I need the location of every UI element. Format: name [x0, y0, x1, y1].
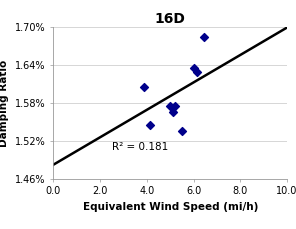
Point: [191, 67, 196, 70]
Point: [202, 35, 207, 39]
Text: R² = 0.181: R² = 0.181: [112, 142, 168, 152]
Point: [179, 130, 184, 133]
Point: [142, 85, 147, 89]
X-axis label: Equivalent Wind Speed (mi/h): Equivalent Wind Speed (mi/h): [83, 202, 258, 212]
Point: [168, 104, 173, 108]
Point: [173, 104, 177, 108]
Point: [195, 70, 200, 73]
Point: [170, 111, 175, 114]
Point: [148, 123, 153, 127]
Y-axis label: Damping Ratio: Damping Ratio: [0, 59, 9, 147]
Title: 16D: 16D: [155, 12, 186, 26]
